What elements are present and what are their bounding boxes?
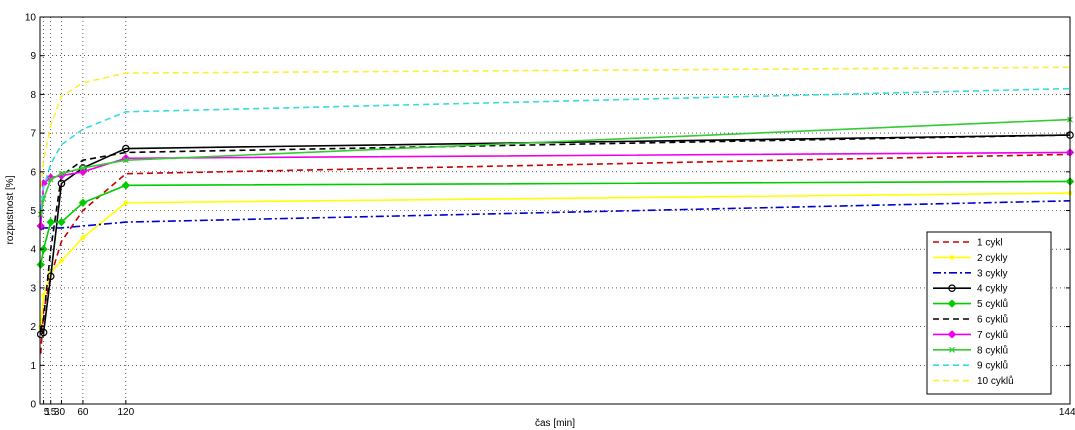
series-line [39, 134, 1071, 331]
data-point [949, 346, 955, 353]
y-tick-label: 8 [30, 90, 36, 101]
data-point [57, 217, 66, 227]
legend-item: 4 cykly [933, 284, 1008, 295]
series-line [39, 153, 1071, 354]
legend-box [926, 231, 1052, 395]
data-point [947, 299, 957, 308]
data-point [47, 176, 54, 183]
y-tick-label: 9 [30, 51, 36, 62]
data-point [36, 260, 45, 269]
series-3 [40, 200, 1071, 231]
data-point [123, 200, 129, 206]
y-tick-label: 10 [25, 13, 37, 24]
y-tick-label: 1 [30, 361, 36, 372]
legend-item: 10 cyklů [933, 375, 1014, 387]
legend-label: 7 cyklů [977, 329, 1008, 341]
x-tick-label: 5 [44, 407, 50, 418]
legend-label: 1 cykl [977, 238, 1003, 249]
series-10 [39, 66, 1071, 188]
series-line [39, 118, 1071, 215]
y-tick-label: 4 [30, 245, 36, 256]
series-line [39, 87, 1071, 211]
series-7 [36, 148, 1075, 231]
data-point [947, 330, 957, 339]
data-point [80, 235, 86, 240]
series-line [39, 66, 1071, 188]
legend-item: 7 cyklů [933, 329, 1008, 341]
data-point [78, 198, 88, 207]
data-point [41, 293, 46, 298]
data-point [59, 258, 64, 264]
legend-item: 6 cyklů [933, 314, 1008, 326]
data-point [949, 255, 955, 260]
y-tick-label: 5 [30, 206, 36, 217]
series-2 [38, 190, 1073, 329]
legend-item: 9 cyklů [933, 360, 1008, 372]
legend-label: 3 cykly [977, 268, 1008, 279]
data-point [58, 170, 65, 177]
y-axis: 0 1 2 3 4 5 6 7 8 9 10 [25, 13, 1070, 411]
legend-label: 8 cyklů [977, 344, 1008, 356]
legend-label: 5 cyklů [977, 298, 1008, 310]
y-tick-label: 6 [30, 167, 36, 178]
data-point [948, 284, 956, 293]
x-tick-label: 1440 [1059, 407, 1075, 418]
series-5 [36, 177, 1075, 269]
grid [40, 17, 1070, 404]
plot-frame [39, 16, 1071, 405]
series-6 [39, 134, 1071, 331]
y-tick-label: 3 [30, 283, 36, 294]
data-point [121, 181, 131, 190]
data-point [37, 211, 44, 218]
y-axis-label: rozpustnost [%] [5, 175, 16, 244]
y-tick-label: 2 [30, 322, 36, 333]
legend-label: 4 cykly [977, 284, 1008, 295]
series-1 [39, 153, 1071, 354]
x-axis-label: čas [min] [535, 418, 575, 429]
data-point [122, 157, 129, 164]
x-tick-label: 60 [77, 407, 89, 418]
data-point [46, 217, 55, 227]
legend-label: 9 cyklů [977, 360, 1008, 372]
data-point [79, 165, 86, 171]
series-line [39, 151, 1071, 227]
y-tick-label: 0 [30, 400, 36, 411]
legend-label: 10 cyklů [977, 375, 1014, 387]
series-line [40, 134, 1071, 336]
data-point [122, 144, 130, 153]
x-tick-label: 30 [54, 407, 66, 418]
legend-item: 1 cykl [933, 238, 1003, 249]
legend-item: 2 cykly [933, 253, 1008, 264]
data-point [36, 221, 45, 231]
legend-label: 2 cykly [977, 253, 1008, 264]
series-9 [39, 87, 1071, 211]
series-line [40, 200, 1071, 231]
legend-item: 3 cykly [933, 268, 1008, 279]
y-tick-label: 7 [30, 129, 36, 140]
series-layer [36, 66, 1075, 354]
x-tick-label: 15 [45, 407, 57, 418]
legend: 1 cykl 2 cykly 3 cykly 4 cykly 5 cyklů 6 cykl… [926, 231, 1052, 395]
legend-label: 6 cyklů [977, 314, 1008, 326]
legend-item: 5 cyklů [933, 298, 1008, 310]
x-tick-label: 120 [117, 407, 134, 418]
legend-item: 8 cyklů [933, 344, 1008, 356]
series-4 [36, 131, 1074, 339]
series-8 [37, 116, 1073, 218]
